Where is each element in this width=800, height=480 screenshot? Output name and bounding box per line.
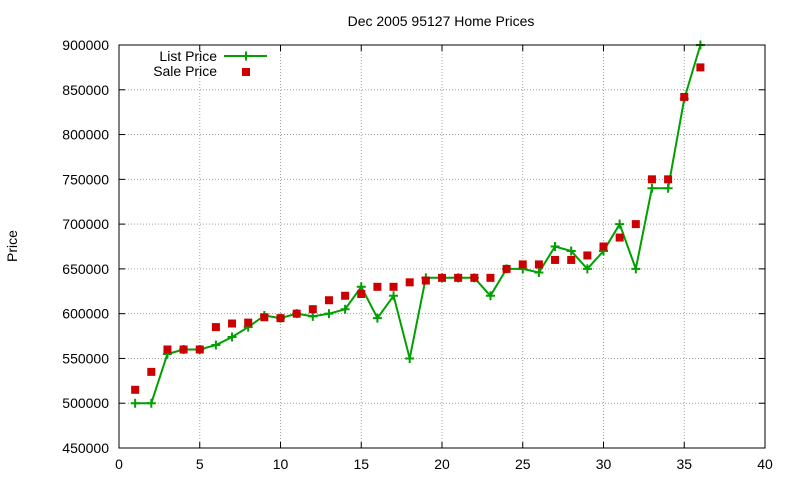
- x-tick-label: 30: [596, 456, 612, 472]
- legend-marker-sale-price: [242, 68, 250, 76]
- sale-price-point: [647, 175, 656, 184]
- sale-price-point: [664, 175, 673, 184]
- sale-price-point: [276, 314, 285, 323]
- y-tick-label: 850000: [62, 82, 109, 98]
- legend-marker-list-price: [241, 51, 251, 61]
- list-price-point: [227, 332, 237, 342]
- sale-price-point: [551, 255, 560, 264]
- list-price-point: [631, 264, 641, 274]
- sale-price-point: [486, 273, 495, 282]
- sale-price-point: [211, 323, 220, 332]
- y-tick-label: 600000: [62, 306, 109, 322]
- sale-price-point: [405, 278, 414, 287]
- list-price-point: [534, 267, 544, 277]
- list-price-point: [663, 183, 673, 193]
- sale-price-point: [228, 319, 237, 328]
- sale-price-point: [163, 345, 172, 354]
- y-tick-label: 750000: [62, 171, 109, 187]
- plot-frame: [118, 44, 766, 449]
- x-tick-label: 15: [353, 456, 369, 472]
- list-price-point: [356, 282, 366, 292]
- sale-price-point: [147, 367, 156, 376]
- sale-price-point: [470, 273, 479, 282]
- sale-price-point: [179, 345, 188, 354]
- list-price-point: [146, 398, 156, 408]
- list-price-point: [130, 398, 140, 408]
- sale-price-point: [131, 385, 140, 394]
- list-price-point: [485, 291, 495, 301]
- x-tick-label: 35: [676, 456, 692, 472]
- y-tick-label: 800000: [62, 127, 109, 143]
- sale-price-point: [567, 255, 576, 264]
- sale-price-point: [373, 282, 382, 291]
- sale-price-point: [599, 242, 608, 251]
- sale-price-point: [631, 220, 640, 229]
- sale-price-point: [389, 282, 398, 291]
- y-tick-label: 450000: [62, 440, 109, 456]
- sale-price-point: [244, 318, 253, 327]
- list-price-point: [211, 340, 221, 350]
- sale-price-point: [421, 276, 430, 285]
- x-tick-label: 5: [196, 456, 204, 472]
- sale-price-point: [292, 309, 301, 318]
- sale-price-point: [680, 92, 689, 101]
- x-tick-label: 20: [434, 456, 450, 472]
- sale-price-point: [534, 260, 543, 269]
- x-tick-label: 40: [757, 456, 773, 472]
- chart-title: Dec 2005 95127 Home Prices: [348, 13, 535, 29]
- list-price-point: [647, 183, 657, 193]
- list-price-point: [389, 291, 399, 301]
- sale-price-point: [260, 313, 269, 322]
- list-price-point: [324, 309, 334, 319]
- y-axis-label: Price: [4, 230, 20, 262]
- sale-price-point: [438, 273, 446, 282]
- sale-price-point: [357, 289, 366, 298]
- legend-label-list-price: List Price: [159, 48, 217, 64]
- list-price-point: [615, 219, 625, 229]
- y-tick-label: 700000: [62, 216, 109, 232]
- list-price-point: [582, 264, 592, 274]
- sale-price-point: [502, 264, 511, 273]
- sale-price-point: [324, 296, 333, 305]
- list-price-point: [372, 313, 382, 323]
- legend: List Price Sale Price: [153, 48, 267, 79]
- grid: [119, 45, 765, 448]
- legend-label-sale-price: Sale Price: [153, 63, 217, 79]
- y-tick-label: 550000: [62, 350, 109, 366]
- sale-price-point: [341, 291, 350, 300]
- series-layer: [130, 40, 705, 408]
- sale-price-point: [696, 63, 705, 72]
- sale-price-point: [195, 345, 204, 354]
- list-price-point: [550, 242, 560, 251]
- sale-price-point: [615, 233, 624, 242]
- list-price-point: [308, 311, 318, 321]
- sale-price-point: [518, 260, 527, 269]
- list-price-point: [340, 304, 350, 314]
- axis-ticks: 0 5 10 15 20 25 30 35 40 450000 500000 550000 600000…: [62, 37, 773, 472]
- list-price-point: [405, 353, 415, 363]
- sale-price-point: [583, 251, 592, 260]
- y-tick-label: 500000: [62, 395, 109, 411]
- y-tick-label: 900000: [62, 37, 109, 53]
- sale-price-point: [454, 273, 463, 282]
- x-tick-label: 0: [115, 456, 123, 472]
- sale-price-point: [308, 305, 317, 314]
- x-tick-label: 25: [515, 456, 531, 472]
- x-tick-label: 10: [273, 456, 289, 472]
- y-tick-label: 650000: [62, 261, 109, 277]
- list-price-point: [566, 246, 576, 256]
